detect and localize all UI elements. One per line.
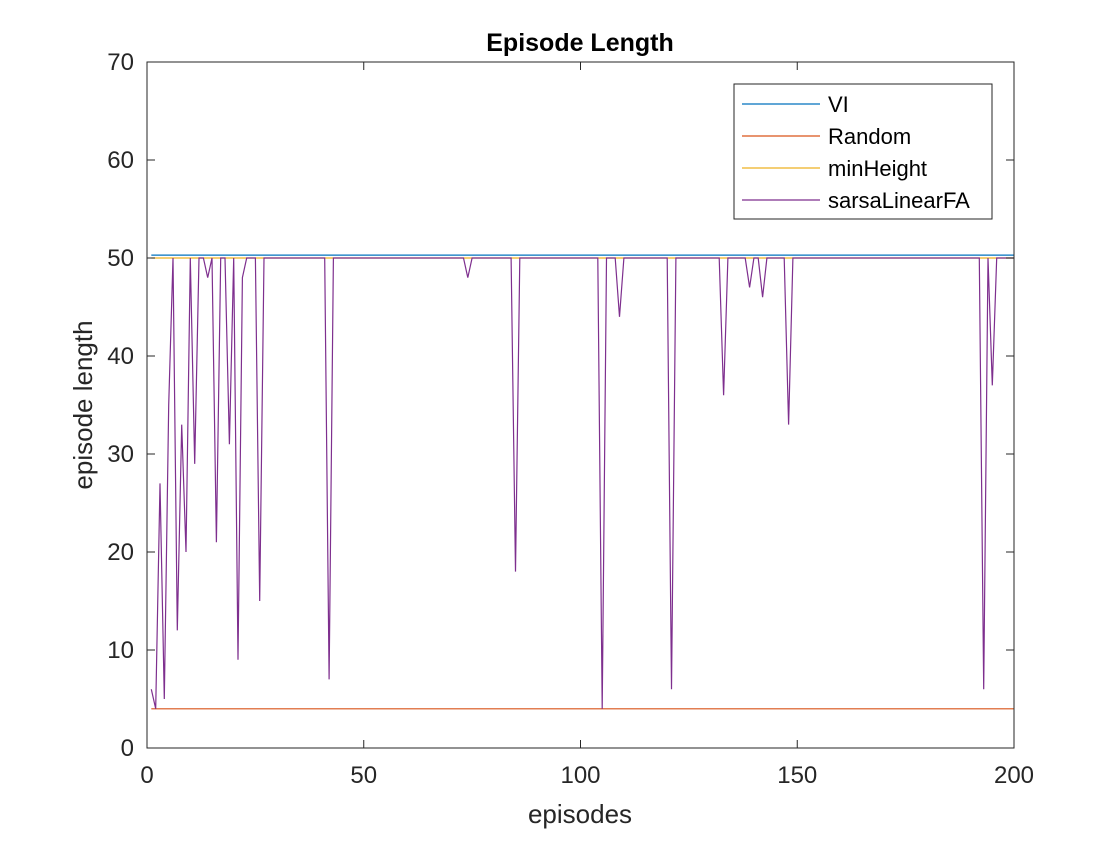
- legend: VI Random minHeight sarsaLinearFA: [733, 83, 993, 220]
- y-tick-label: 60: [107, 147, 134, 174]
- y-axis-label: episode length: [68, 320, 98, 489]
- legend-label-minHeight: minHeight: [828, 156, 927, 181]
- x-tick-label: 100: [560, 762, 600, 789]
- y-tick-label: 40: [107, 343, 134, 370]
- x-tick-label: 200: [994, 762, 1034, 789]
- y-tick-label: 10: [107, 637, 134, 664]
- legend-box: [733, 83, 993, 220]
- y-tick-label: 20: [107, 539, 134, 566]
- y-axis-ticks: 0 10 20 30 40 50 60 70: [107, 49, 1014, 762]
- x-axis-ticks: 0 50 100 150 200: [140, 62, 1034, 789]
- y-tick-label: 0: [121, 735, 134, 762]
- y-tick-label: 50: [107, 245, 134, 272]
- y-tick-label: 30: [107, 441, 134, 468]
- legend-label-sarsaLinearFA: sarsaLinearFA: [828, 188, 970, 213]
- y-tick-label: 70: [107, 49, 134, 76]
- x-tick-label: 50: [350, 762, 377, 789]
- legend-label-VI: VI: [828, 92, 849, 117]
- series-line-sarsaLinearFA: [150, 257, 1014, 709]
- x-tick-label: 150: [777, 762, 817, 789]
- x-axis-label: episodes: [528, 799, 632, 829]
- plot-lines: [150, 254, 1014, 710]
- chart-title: Episode Length: [486, 29, 674, 57]
- legend-label-Random: Random: [828, 124, 911, 149]
- x-tick-label: 0: [140, 762, 153, 789]
